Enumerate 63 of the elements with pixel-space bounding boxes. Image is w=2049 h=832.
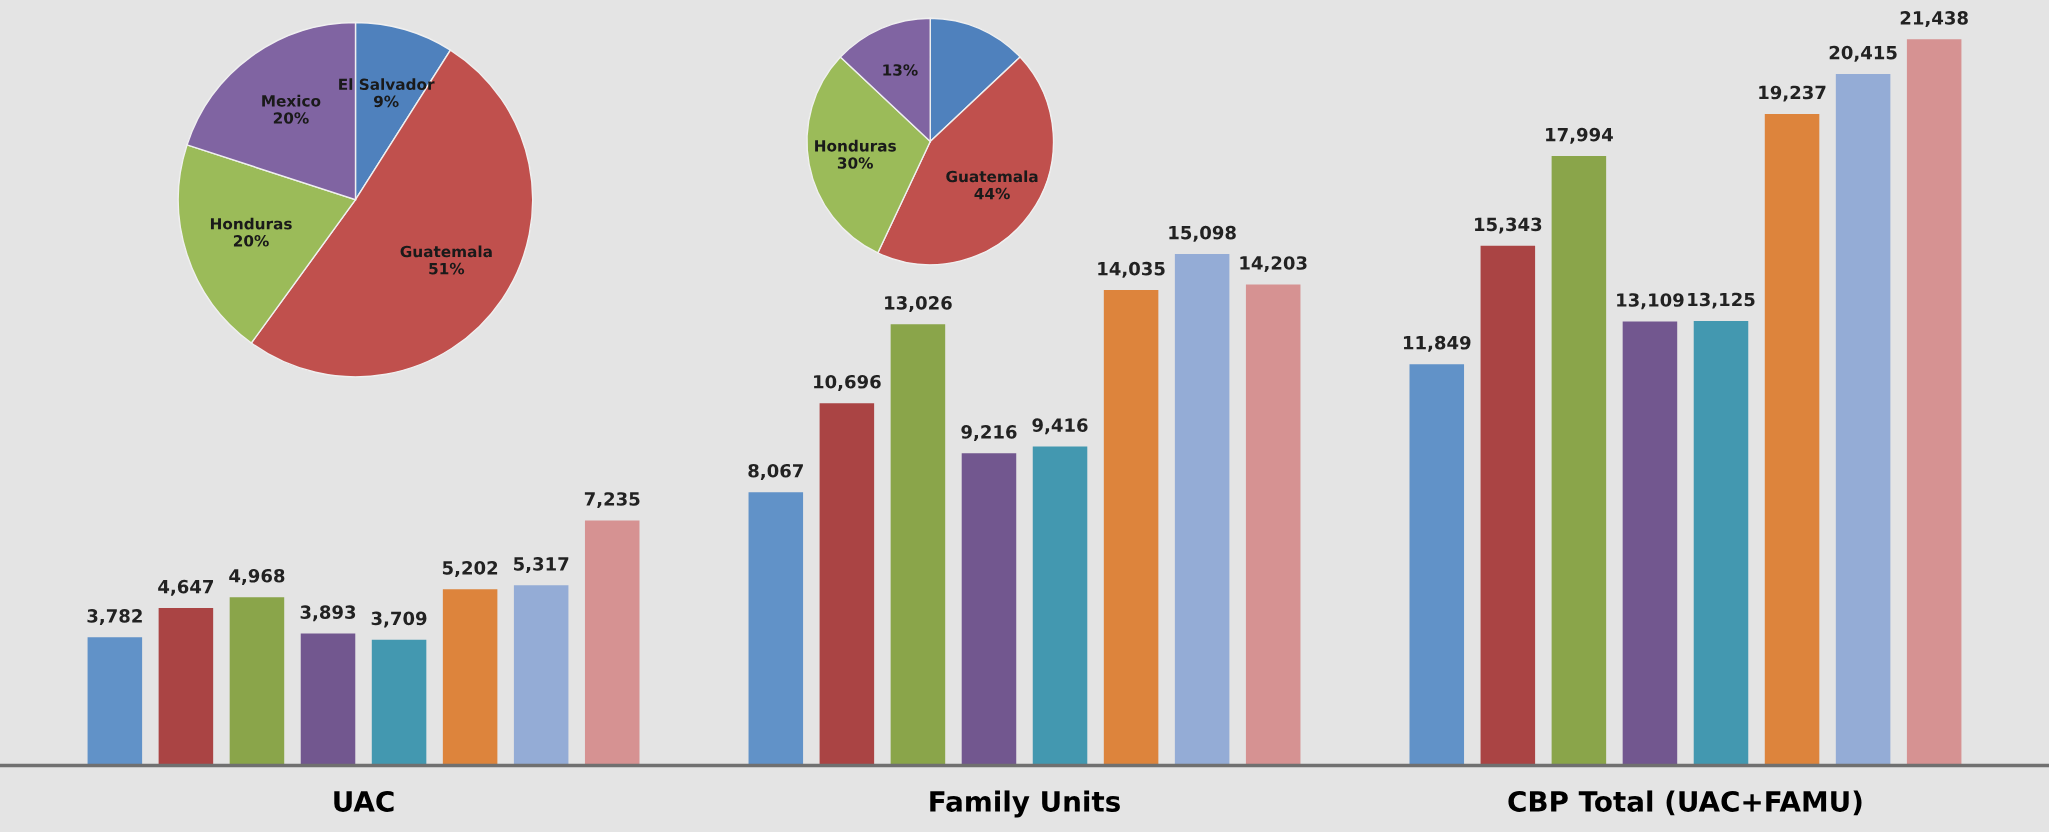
bar bbox=[1551, 156, 1607, 766]
slice-label: Honduras bbox=[210, 217, 292, 230]
bar bbox=[158, 608, 214, 766]
bar bbox=[513, 585, 569, 766]
x-tick-label: UAC bbox=[334, 790, 394, 812]
bar bbox=[890, 324, 946, 766]
data-label: 3,893 bbox=[300, 605, 356, 622]
bar bbox=[371, 639, 427, 766]
data-label: 20,415 bbox=[1829, 45, 1897, 62]
bar bbox=[1245, 284, 1301, 766]
data-label: 15,098 bbox=[1169, 225, 1236, 242]
bar bbox=[442, 589, 498, 766]
data-label: 20% bbox=[273, 112, 309, 124]
bar bbox=[1174, 254, 1230, 766]
data-label: 13,109 bbox=[1617, 293, 1684, 310]
data-label: 13% bbox=[883, 64, 918, 76]
slice-label: Guatemala bbox=[946, 170, 1038, 183]
bar bbox=[87, 637, 143, 766]
data-label: 44% bbox=[974, 187, 1010, 200]
data-label: 51% bbox=[429, 262, 465, 275]
data-label: 17,994 bbox=[1546, 127, 1613, 144]
bar bbox=[1835, 74, 1891, 766]
data-label: 10,696 bbox=[814, 374, 881, 391]
bar bbox=[584, 520, 640, 766]
data-label: 5,202 bbox=[442, 560, 498, 577]
bar bbox=[1906, 39, 1962, 766]
data-label: 11,849 bbox=[1403, 335, 1471, 352]
data-label: 9% bbox=[373, 95, 399, 108]
data-label: 9,416 bbox=[1032, 418, 1088, 435]
bar bbox=[1103, 290, 1159, 766]
bar bbox=[1032, 446, 1088, 766]
bar bbox=[961, 453, 1017, 766]
bar bbox=[300, 633, 356, 766]
bar bbox=[1409, 364, 1465, 766]
data-label: 13,026 bbox=[885, 296, 952, 312]
data-label: 30% bbox=[837, 157, 873, 169]
bar bbox=[229, 597, 285, 766]
data-label: 7,235 bbox=[584, 492, 640, 509]
data-label: 19,237 bbox=[1759, 85, 1826, 102]
bar bbox=[1693, 320, 1749, 766]
data-label: 14,035 bbox=[1098, 261, 1165, 278]
bar bbox=[1480, 245, 1536, 766]
data-label: 21,438 bbox=[1900, 11, 1968, 28]
data-label: 13,125 bbox=[1688, 292, 1755, 309]
bar bbox=[1764, 113, 1820, 766]
data-label: 9,216 bbox=[961, 425, 1017, 441]
x-tick-label: Family Units bbox=[930, 790, 1120, 818]
slice-label: Honduras bbox=[815, 139, 896, 152]
data-label: 8,067 bbox=[748, 463, 803, 480]
data-label: 5,317 bbox=[514, 557, 569, 574]
data-label: 3,709 bbox=[371, 611, 427, 628]
data-label: 4,647 bbox=[158, 579, 214, 596]
slice-label: Guatemala bbox=[400, 245, 492, 258]
bar bbox=[748, 492, 804, 766]
slice-label: Mexico bbox=[262, 94, 321, 107]
data-label: 20% bbox=[233, 235, 269, 247]
x-tick-label: CBP Total (UAC+FAMU) bbox=[1508, 790, 1862, 816]
data-label: 4,968 bbox=[229, 568, 285, 585]
data-label: 14,203 bbox=[1240, 256, 1307, 273]
bar bbox=[819, 403, 875, 766]
data-label: 3,782 bbox=[87, 609, 142, 626]
data-label: 15,343 bbox=[1475, 217, 1542, 234]
bar bbox=[1622, 321, 1678, 766]
